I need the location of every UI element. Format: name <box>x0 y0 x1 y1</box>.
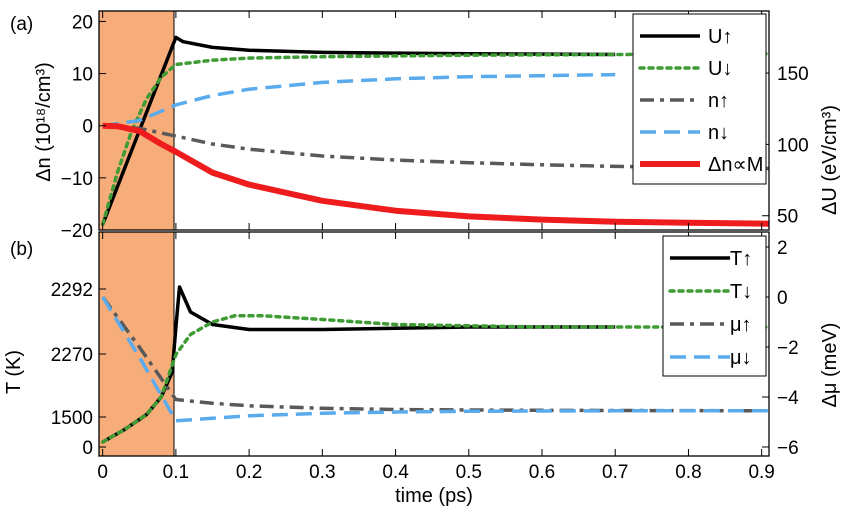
legend-label-n-up-a: n↑ <box>708 90 729 112</box>
y-right-tick-label-b: −6 <box>777 438 799 459</box>
y-right-tick-label-a: 150 <box>777 64 809 85</box>
series-group-b <box>100 285 771 444</box>
axes-frame-b <box>98 231 770 457</box>
series-line-dn-a <box>102 122 770 227</box>
legend-b: T↑ T↓ μ↑ μ↓ <box>662 235 767 377</box>
x-tick-label: 0.4 <box>382 462 409 483</box>
y-axis-label-b: T (K) <box>3 350 25 394</box>
pulse-region-b <box>99 232 174 456</box>
x-tick-label: 0.5 <box>456 462 482 483</box>
legend-label-U-down-b: T↓ <box>730 281 752 303</box>
y-right-tick-label-b: 0 <box>777 288 788 309</box>
series-group-a <box>100 35 771 227</box>
x-tick-label: 0.7 <box>602 462 628 483</box>
x-tick-label: 0.6 <box>529 462 555 483</box>
legend-label-n-down-b: μ↓ <box>730 347 752 369</box>
y-axis-label-right-a: ΔU (eV/cm³) <box>819 105 841 215</box>
axes-frame-a <box>98 10 770 231</box>
panel-a: −20 −10 0 10 20 50 100 150 (a) Δn (10¹⁸/cm³) ΔU… <box>10 10 841 242</box>
y-right-tick-label-b: 2 <box>777 238 788 259</box>
x-tick-label: 0.2 <box>236 462 262 483</box>
panel-label-a: (a) <box>10 14 33 35</box>
series-line-n-up-a <box>102 123 770 171</box>
series-line-U-up-b <box>101 285 616 444</box>
series-line-n-down-a <box>102 72 616 128</box>
legend-a: U↑ U↓ n↑ n↓ Δn∝M <box>632 13 767 185</box>
y-tick-label-b: 2292 <box>51 280 93 301</box>
y-tick-label-b: 2270 <box>51 345 93 366</box>
panel-label-b: (b) <box>10 239 33 260</box>
y-right-tick-label-a: 100 <box>777 135 809 156</box>
legend-box-a <box>632 13 767 185</box>
x-tick-label: 0.8 <box>675 462 701 483</box>
panel-b: 2292 2270 1500 0 −6 −4 −2 0 2 0 0.1 0.2 0.3 0.4 0.5 0.6… <box>3 231 841 507</box>
y-tick-label-a: 10 <box>72 65 93 86</box>
ticks-b: 2292 2270 1500 0 −6 −4 −2 0 2 0 0.1 0.2 0.3 0.4 0.5 0.6… <box>51 232 799 483</box>
x-tick-label: 0 <box>97 462 108 483</box>
series-line-n-down-b <box>101 296 769 423</box>
x-tick-label: 0.1 <box>163 462 189 483</box>
legend-label-n-down-a: n↓ <box>708 122 729 144</box>
x-axis-label: time (ps) <box>395 485 473 507</box>
y-tick-label-b: 0 <box>82 438 93 459</box>
y-right-tick-label-a: 50 <box>777 207 798 228</box>
series-line-U-down-a <box>100 52 771 227</box>
legend-label-U-down-a: U↓ <box>708 58 732 80</box>
y-tick-label-a: −10 <box>61 169 93 190</box>
y-tick-label-a: −20 <box>61 221 93 242</box>
series-line-U-down-b <box>100 314 771 444</box>
y-right-tick-label-b: −2 <box>777 338 799 359</box>
x-tick-label: 0.3 <box>309 462 335 483</box>
legend-label-U-up-a: U↑ <box>708 26 732 48</box>
legend-label-U-up-b: T↑ <box>730 248 752 270</box>
y-tick-label-a: 0 <box>82 117 93 138</box>
y-tick-label-a: 20 <box>72 12 93 33</box>
y-right-tick-label-b: −4 <box>777 388 799 409</box>
y-tick-label-b: 1500 <box>51 408 93 429</box>
x-tick-label: 0.9 <box>748 462 774 483</box>
legend-label-dn-a: Δn∝M <box>708 154 763 176</box>
y-axis-label-right-b: Δμ (meV) <box>819 323 841 408</box>
legend-label-n-up-b: μ↑ <box>730 314 752 336</box>
ticks-a: −20 −10 0 10 20 50 100 150 <box>61 11 809 242</box>
y-axis-label-a: Δn (10¹⁸/cm³) <box>33 62 55 182</box>
